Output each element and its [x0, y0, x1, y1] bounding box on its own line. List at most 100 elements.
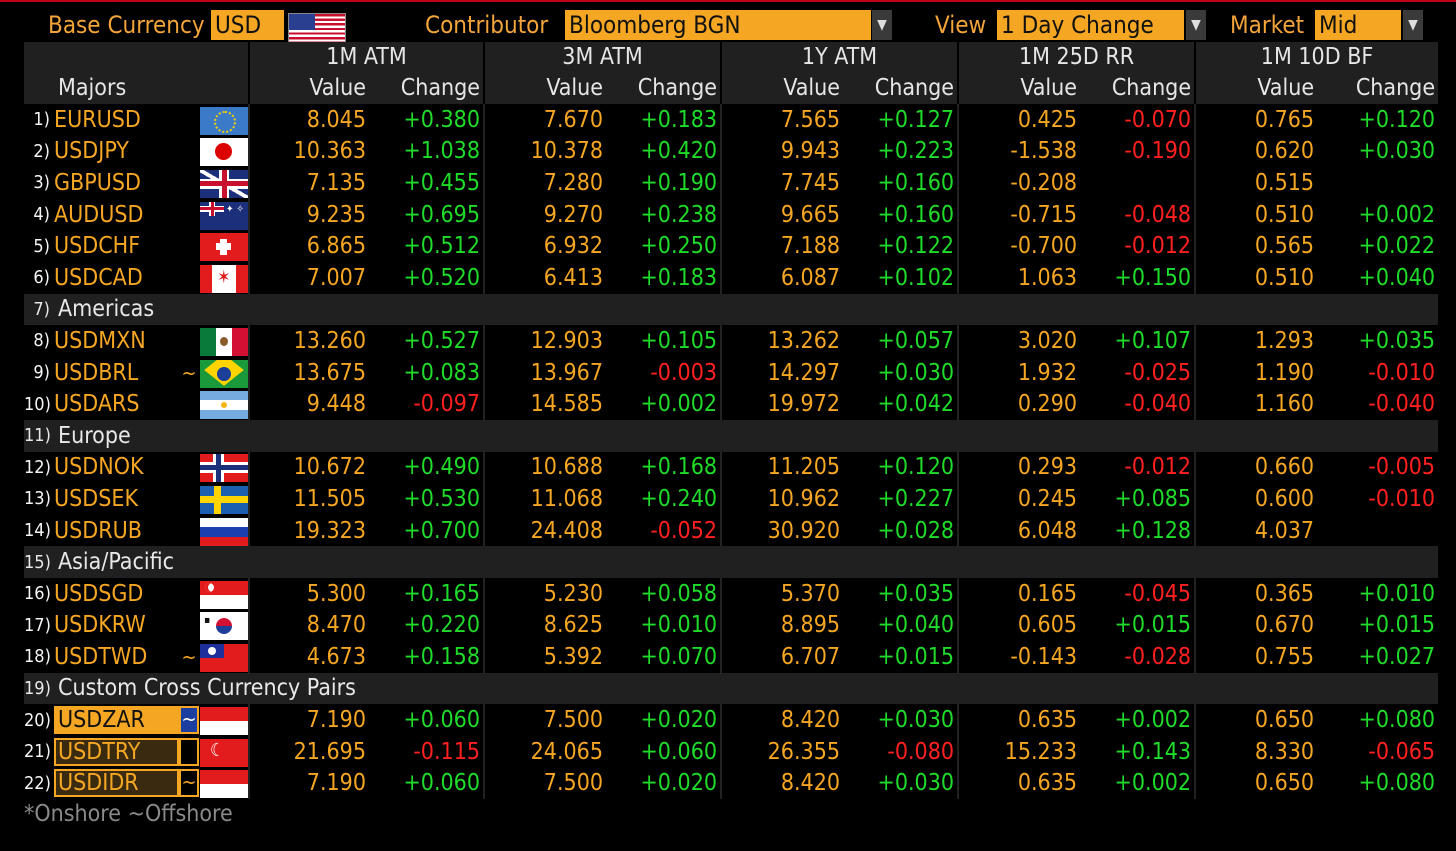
- table-row[interactable]: 12) USDNOK 10.672 +0.490 10.688 +0.168 11.205 +…: [24, 451, 1438, 484]
- change-cell[interactable]: +0.030: [877, 359, 955, 386]
- value-cell[interactable]: 19.323: [248, 514, 369, 547]
- change-cell[interactable]: +0.490: [403, 454, 481, 481]
- change-cell[interactable]: -0.003: [650, 359, 718, 386]
- subheader-change[interactable]: Change: [369, 72, 485, 104]
- change-cell[interactable]: +0.420: [640, 138, 718, 165]
- change-cell[interactable]: +0.238: [640, 201, 718, 228]
- value-cell[interactable]: 9.665: [720, 198, 844, 231]
- value-cell[interactable]: 10.672: [248, 451, 369, 484]
- change-cell[interactable]: +0.105: [640, 327, 718, 354]
- value-cell[interactable]: 1.932: [957, 356, 1081, 389]
- value-cell[interactable]: 30.920: [720, 514, 844, 547]
- change-cell[interactable]: +0.010: [1358, 580, 1436, 607]
- change-cell[interactable]: +0.083: [403, 359, 481, 386]
- change-cell[interactable]: +0.030: [1358, 138, 1436, 165]
- change-cell[interactable]: +0.002: [1114, 707, 1192, 734]
- value-cell[interactable]: 7.190: [248, 767, 369, 800]
- change-cell[interactable]: +0.150: [1114, 264, 1192, 291]
- market-dropdown[interactable]: Mid: [1315, 10, 1401, 40]
- table-row[interactable]: 13) USDSEK 11.505 +0.530 11.068 +0.240 10.962 +…: [24, 483, 1438, 515]
- value-cell[interactable]: 10.363: [248, 135, 369, 168]
- change-cell[interactable]: -0.115: [413, 738, 481, 765]
- value-cell[interactable]: 0.515: [1194, 167, 1318, 199]
- value-cell[interactable]: 5.300: [248, 577, 369, 610]
- table-row[interactable]: 1) EURUSD 8.045 +0.380 7.670 +0.183 7.565 +0.12…: [24, 104, 1438, 136]
- change-cell[interactable]: +0.160: [877, 201, 955, 228]
- table-row[interactable]: 16) USDSGD 5.300 +0.165 5.230 +0.058 5.370 +0.0…: [24, 577, 1438, 610]
- value-cell[interactable]: 19.972: [720, 388, 844, 420]
- custom-pair-input[interactable]: USDTRY: [54, 737, 179, 766]
- value-cell[interactable]: 5.230: [483, 577, 607, 610]
- value-cell[interactable]: 7.188: [720, 230, 844, 262]
- change-cell[interactable]: -0.010: [1368, 485, 1436, 512]
- value-cell[interactable]: 14.297: [720, 356, 844, 389]
- group-header-1m-atm[interactable]: 1M ATM: [247, 42, 485, 72]
- group-header-1m-25d-rr[interactable]: 1M 25D RR: [957, 42, 1196, 72]
- subheader-change[interactable]: Change: [1080, 72, 1196, 104]
- value-cell[interactable]: 6.707: [720, 641, 844, 673]
- value-cell[interactable]: 5.370: [720, 577, 844, 610]
- change-cell[interactable]: +0.102: [877, 264, 955, 291]
- change-cell[interactable]: +0.040: [1358, 264, 1436, 291]
- currency-pair-link[interactable]: USDRUB: [54, 517, 142, 544]
- change-cell[interactable]: +0.520: [403, 264, 481, 291]
- value-cell[interactable]: 7.670: [483, 104, 607, 136]
- change-cell[interactable]: +0.080: [1358, 770, 1436, 797]
- currency-pair-link[interactable]: EURUSD: [54, 106, 141, 133]
- change-cell[interactable]: +0.250: [640, 233, 718, 260]
- change-cell[interactable]: -0.040: [1368, 391, 1436, 418]
- change-cell[interactable]: +0.527: [403, 327, 481, 354]
- value-cell[interactable]: 11.505: [248, 483, 369, 515]
- value-cell[interactable]: 1.293: [1194, 325, 1318, 357]
- value-cell[interactable]: 13.675: [248, 356, 369, 389]
- change-cell[interactable]: +0.060: [403, 707, 481, 734]
- value-cell[interactable]: 0.765: [1194, 104, 1318, 136]
- currency-pair-link[interactable]: USDARS: [54, 391, 140, 418]
- subheader-change[interactable]: Change: [1317, 72, 1439, 104]
- value-cell[interactable]: 6.413: [483, 261, 607, 294]
- value-cell[interactable]: -1.538: [957, 135, 1081, 168]
- change-cell[interactable]: +0.035: [1358, 327, 1436, 354]
- change-cell[interactable]: [1080, 167, 1195, 199]
- change-cell[interactable]: +0.168: [640, 454, 718, 481]
- change-cell[interactable]: -0.070: [1124, 106, 1192, 133]
- currency-pair-link[interactable]: USDSEK: [54, 485, 139, 512]
- change-cell[interactable]: -0.048: [1124, 201, 1192, 228]
- subheader-value[interactable]: Value: [1194, 72, 1318, 104]
- change-cell[interactable]: -0.040: [1124, 391, 1192, 418]
- value-cell[interactable]: 14.585: [483, 388, 607, 420]
- change-cell[interactable]: -0.045: [1124, 580, 1192, 607]
- change-cell[interactable]: +0.240: [640, 485, 718, 512]
- offshore-toggle[interactable]: ~: [179, 706, 199, 735]
- change-cell[interactable]: +0.223: [877, 138, 955, 165]
- group-header-3m-atm[interactable]: 3M ATM: [483, 42, 722, 72]
- change-cell[interactable]: -0.065: [1368, 738, 1436, 765]
- change-cell[interactable]: +0.190: [640, 169, 718, 196]
- table-row[interactable]: 8) USDMXN 13.260 +0.527 12.903 +0.105 13.262 +0…: [24, 325, 1438, 357]
- value-cell[interactable]: 7.565: [720, 104, 844, 136]
- change-cell[interactable]: +0.030: [877, 770, 955, 797]
- change-cell[interactable]: +0.183: [640, 106, 718, 133]
- change-cell[interactable]: +0.035: [877, 580, 955, 607]
- change-cell[interactable]: -0.097: [413, 391, 481, 418]
- table-row[interactable]: 2) USDJPY 10.363 +1.038 10.378 +0.420 9.943 +0.…: [24, 135, 1438, 168]
- value-cell[interactable]: 24.065: [483, 735, 607, 768]
- value-cell[interactable]: 0.650: [1194, 767, 1318, 800]
- currency-pair-link[interactable]: USDCHF: [54, 233, 141, 260]
- value-cell[interactable]: 0.755: [1194, 641, 1318, 673]
- offshore-toggle-cell[interactable]: [179, 736, 199, 768]
- value-cell[interactable]: 7.135: [248, 167, 369, 199]
- subheader-value[interactable]: Value: [248, 72, 369, 104]
- value-cell[interactable]: 7.500: [483, 767, 607, 800]
- value-cell[interactable]: 8.420: [720, 767, 844, 800]
- custom-pair-input[interactable]: USDIDR: [54, 769, 179, 798]
- change-cell[interactable]: +0.015: [1358, 612, 1436, 639]
- change-cell[interactable]: +0.158: [403, 643, 481, 670]
- value-cell[interactable]: 0.650: [1194, 704, 1318, 736]
- change-cell[interactable]: -0.080: [887, 738, 955, 765]
- change-cell[interactable]: +0.127: [877, 106, 955, 133]
- offshore-toggle-cell[interactable]: ~: [179, 767, 199, 799]
- value-cell[interactable]: 7.745: [720, 167, 844, 199]
- value-cell[interactable]: 10.378: [483, 135, 607, 168]
- change-cell[interactable]: -0.025: [1124, 359, 1192, 386]
